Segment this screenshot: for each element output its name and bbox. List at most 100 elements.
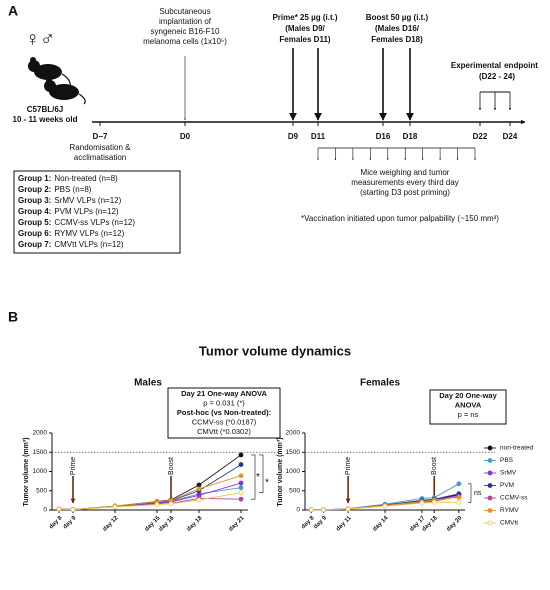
data-point bbox=[321, 507, 326, 513]
data-point bbox=[238, 473, 244, 479]
stats-text: ANOVA bbox=[455, 400, 482, 409]
measurements: Mice weighing and tumor bbox=[361, 168, 450, 177]
group-label: Group 2: bbox=[18, 185, 51, 194]
group-entry: Group 3: SrMV VLPs (n=12) bbox=[18, 196, 122, 205]
group-entry: Group 2: PBS (n=8) bbox=[18, 185, 92, 194]
strain: C57BL/6J bbox=[27, 105, 63, 114]
group-entry: Group 1: Non-treated (n=8) bbox=[18, 174, 118, 183]
data-point bbox=[456, 481, 462, 487]
group-text: PVM VLPs (n=12) bbox=[54, 207, 119, 216]
data-point bbox=[382, 503, 388, 509]
boost-text: (Males D16/ bbox=[375, 24, 420, 33]
day-label: D9 bbox=[288, 132, 299, 141]
prime-text: Females D11) bbox=[279, 35, 330, 44]
day-label: D18 bbox=[403, 132, 418, 141]
significance-bracket bbox=[468, 483, 472, 503]
implantation: implantation of bbox=[159, 17, 212, 26]
legend-label: non-treated bbox=[500, 445, 534, 452]
group-entry: Group 4: PVM VLPs (n=12) bbox=[18, 207, 119, 216]
legend-marker bbox=[487, 483, 493, 488]
group-label: Group 7: bbox=[18, 240, 51, 249]
legend-marker bbox=[487, 470, 493, 476]
group-entry: Group 7: CMVtt VLPs (n=12) bbox=[18, 240, 124, 249]
data-point bbox=[238, 480, 244, 486]
prime-text: (Males D9/ bbox=[285, 24, 325, 33]
randomisation: Randomisation & bbox=[70, 143, 132, 152]
mice-icon bbox=[28, 57, 86, 105]
chart-title: Males bbox=[134, 378, 162, 389]
group-text: Non-treated (n=8) bbox=[54, 174, 118, 183]
significance-bracket bbox=[251, 454, 256, 500]
group-box bbox=[13, 170, 181, 254]
legend-label: SrMV bbox=[500, 470, 517, 477]
data-point bbox=[238, 490, 244, 496]
group-label: Group 3: bbox=[18, 196, 51, 205]
day-label: D24 bbox=[503, 132, 518, 141]
y-tick-label: 1500 bbox=[33, 449, 48, 456]
stats-text: CMVtt (*0.0302) bbox=[197, 427, 251, 436]
y-tick-label: 1000 bbox=[286, 468, 301, 475]
y-tick-label: 500 bbox=[36, 487, 47, 494]
data-point bbox=[431, 499, 437, 505]
annotation: Prime bbox=[345, 457, 352, 475]
day-label: D0 bbox=[180, 132, 191, 141]
group-label: Group 6: bbox=[18, 229, 51, 238]
randomisation: acclimatisation bbox=[74, 153, 126, 162]
group-entry: Group 5: CCMV-ss VLPs (n=12) bbox=[18, 218, 135, 227]
legend-label: CCMV-ss bbox=[500, 495, 528, 502]
data-point bbox=[308, 507, 314, 513]
stats-box bbox=[429, 389, 507, 425]
data-point bbox=[168, 501, 174, 507]
data-point bbox=[238, 462, 244, 467]
legend-label: CMVtt bbox=[500, 520, 518, 527]
stats-text: Post-hoc (vs Non-treated): bbox=[177, 408, 271, 417]
group-text: CMVtt VLPs (n=12) bbox=[54, 240, 123, 249]
data-point bbox=[154, 502, 160, 508]
data-point bbox=[238, 452, 244, 458]
vaccination-note: *Vaccination initiated upon tumor palpab… bbox=[301, 214, 499, 223]
day-label: D22 bbox=[473, 132, 488, 141]
group-label: Group 5: bbox=[18, 218, 51, 227]
y-tick-label: 1500 bbox=[286, 449, 301, 456]
day-label: D16 bbox=[376, 132, 391, 141]
endpoint-text: (D22 - 24) bbox=[479, 72, 515, 81]
stats-text: Day 20 One-way bbox=[439, 391, 497, 400]
stats-text: p = 0.031 (*) bbox=[203, 398, 245, 407]
legend-marker bbox=[487, 458, 493, 463]
group-label: Group 1: bbox=[18, 174, 51, 183]
significance-label: * bbox=[265, 478, 269, 489]
day-label: D11 bbox=[311, 132, 326, 141]
endpoint-text: endpoint bbox=[504, 61, 538, 70]
annotation: Boost bbox=[168, 457, 175, 475]
y-tick-label: 2000 bbox=[286, 430, 301, 437]
significance-label: ns bbox=[474, 490, 482, 497]
annotation: Prime bbox=[70, 457, 77, 475]
strain: 10 - 11 weeks old bbox=[13, 115, 78, 124]
panel-label: B bbox=[8, 309, 18, 325]
stats-text: p = ns bbox=[458, 410, 479, 419]
data-point bbox=[456, 494, 462, 500]
group-text: SrMV VLPs (n=12) bbox=[54, 196, 121, 205]
data-point bbox=[419, 500, 425, 506]
legend-label: RYMV bbox=[500, 507, 519, 514]
y-tick-label: 2000 bbox=[33, 430, 48, 437]
prime-text: Prime* 25 µg (i.t.) bbox=[272, 13, 337, 22]
boost-text: Females D18) bbox=[371, 35, 423, 44]
measurements: (starting D3 post priming) bbox=[360, 188, 450, 197]
group-label: Group 4: bbox=[18, 207, 51, 216]
y-tick-label: 0 bbox=[296, 507, 300, 514]
y-axis-label: Tumor volume (mm³) bbox=[277, 437, 284, 506]
data-point bbox=[345, 506, 351, 512]
y-axis-label: Tumor volume (mm³) bbox=[23, 437, 30, 506]
legend-label: PVM bbox=[500, 482, 514, 489]
day-label: D−7 bbox=[93, 132, 108, 141]
group-text: PBS (n=8) bbox=[54, 185, 91, 194]
group-text: CCMV-ss VLPs (n=12) bbox=[54, 218, 135, 227]
boost-text: Boost 50 µg (i.t.) bbox=[366, 13, 429, 22]
data-point bbox=[70, 507, 76, 513]
stats-text: CCMV-ss (*0.0187) bbox=[192, 417, 257, 426]
legend-label: PBS bbox=[500, 457, 514, 464]
implantation: Subcutaneous bbox=[159, 7, 210, 16]
